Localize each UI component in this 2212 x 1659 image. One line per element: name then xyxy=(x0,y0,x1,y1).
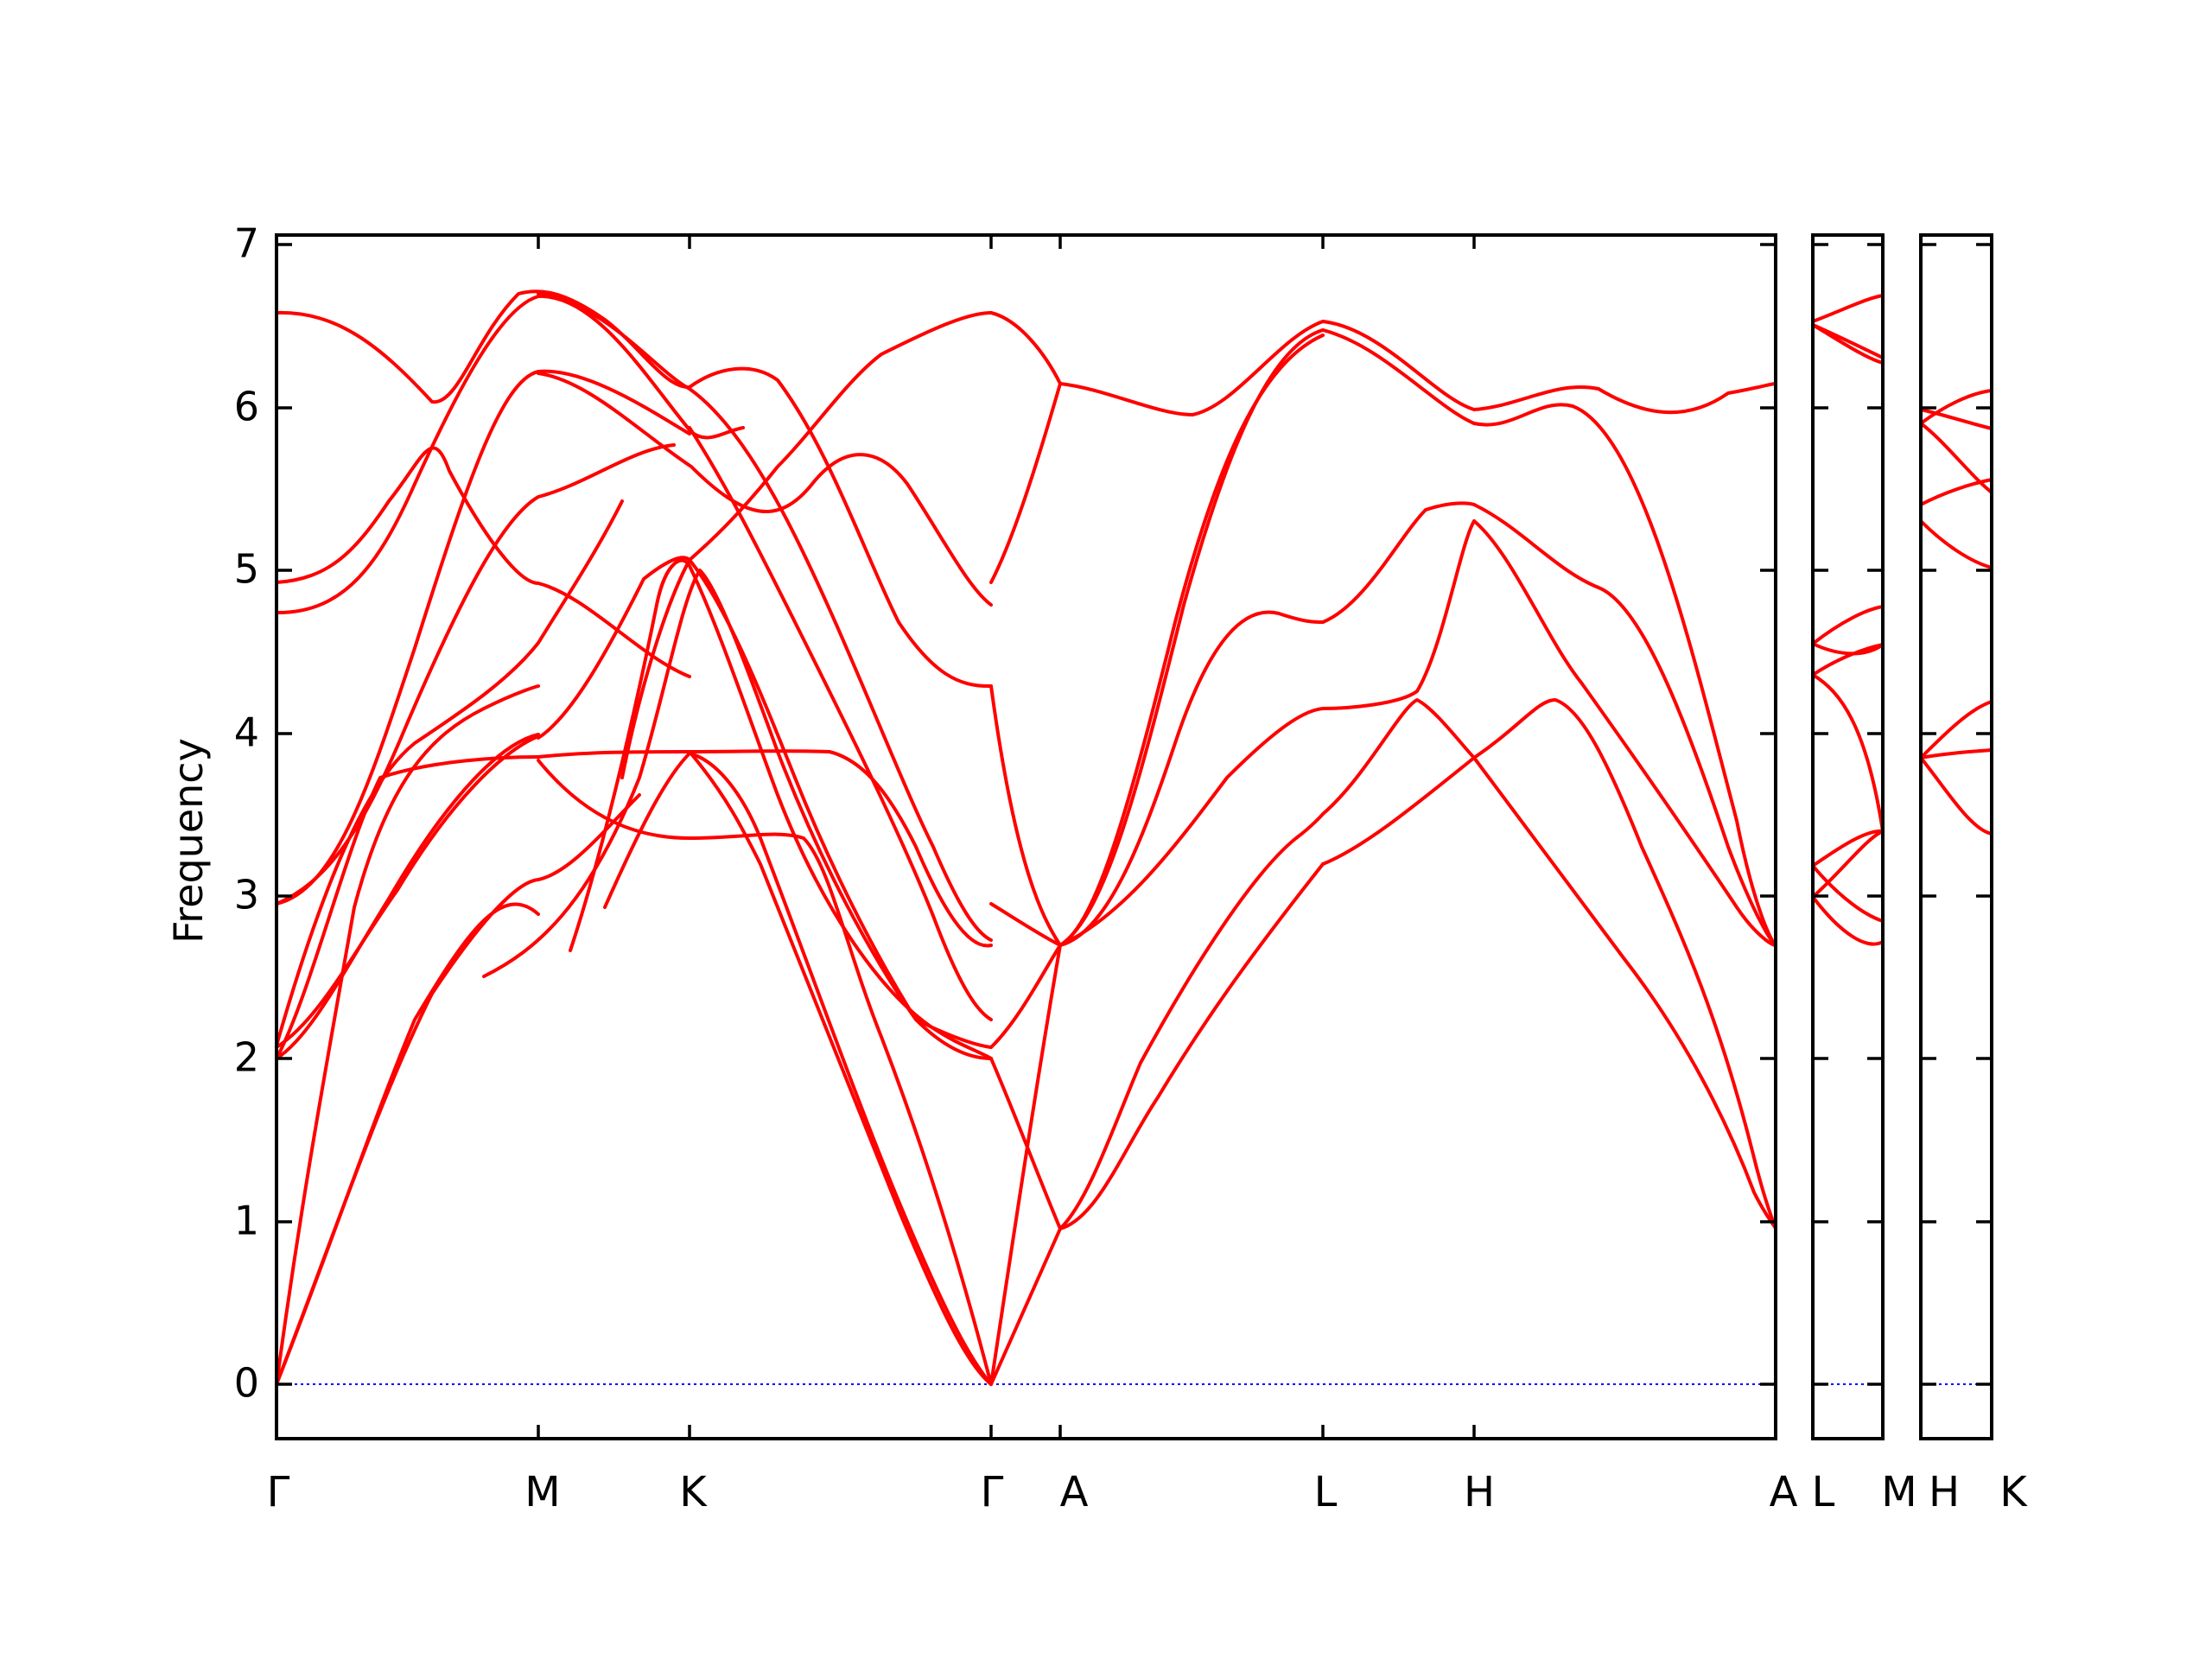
svg-text:Γ: Γ xyxy=(267,1468,290,1516)
hk-plot-frame xyxy=(1919,233,1993,1440)
svg-text:L: L xyxy=(1314,1468,1338,1516)
svg-text:K: K xyxy=(679,1468,708,1516)
x-tick-labels: Γ M K Γ A L H A L M H K xyxy=(267,1468,2029,1516)
svg-text:0: 0 xyxy=(234,1360,259,1407)
x-ticks xyxy=(537,235,1476,1439)
svg-text:K: K xyxy=(1999,1468,2028,1516)
svg-text:6: 6 xyxy=(234,384,259,430)
svg-text:5: 5 xyxy=(234,546,259,593)
svg-text:L: L xyxy=(1812,1468,1835,1516)
svg-text:M: M xyxy=(524,1468,560,1516)
svg-text:3: 3 xyxy=(234,872,259,918)
svg-text:1: 1 xyxy=(234,1198,259,1244)
svg-text:M: M xyxy=(1881,1468,1916,1516)
main-plot-frame xyxy=(275,233,1777,1440)
svg-text:A: A xyxy=(1770,1468,1798,1516)
y-tick-labels: 0 1 2 3 4 5 6 7 xyxy=(234,220,259,1407)
svg-text:Γ: Γ xyxy=(981,1468,1004,1516)
svg-text:7: 7 xyxy=(234,220,259,267)
lm-plot-frame xyxy=(1811,233,1885,1440)
svg-text:H: H xyxy=(1929,1468,1960,1516)
y-axis-label: Frequency xyxy=(165,738,212,944)
svg-text:H: H xyxy=(1464,1468,1495,1516)
svg-text:A: A xyxy=(1060,1468,1089,1516)
svg-text:4: 4 xyxy=(234,709,259,756)
svg-text:2: 2 xyxy=(234,1034,259,1081)
bands-l-m xyxy=(1811,294,1885,946)
bands-h-k xyxy=(1919,389,1993,836)
bands-main xyxy=(275,289,1777,1386)
y-ticks xyxy=(276,243,1992,1386)
